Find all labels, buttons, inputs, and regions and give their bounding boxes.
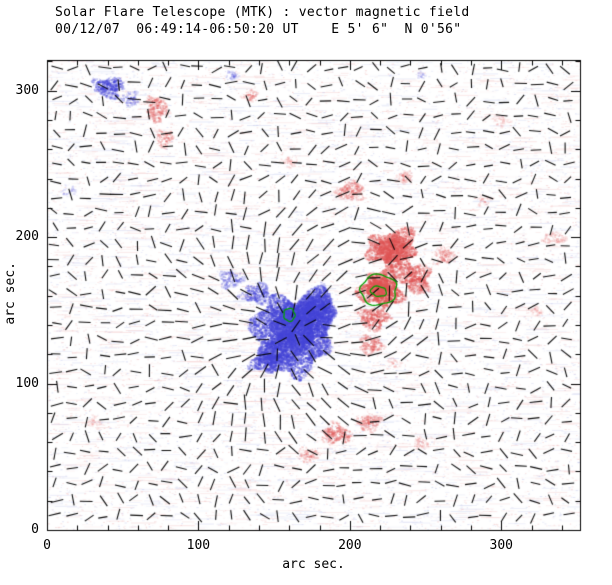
y-tick-label: 200	[15, 229, 39, 245]
chart-subtitle: 00/12/07 06:49:14-06:50:20 UT E 5' 6" N …	[55, 22, 462, 37]
x-tick-label: 200	[338, 538, 362, 553]
x-axis-label: arc sec.	[282, 557, 345, 572]
y-tick-label: 100	[15, 375, 39, 391]
y-tick-label: 300	[15, 82, 39, 98]
chart-title: Solar Flare Telescope (MTK) : vector mag…	[55, 5, 470, 20]
y-axis-label: arc sec.	[3, 262, 18, 325]
x-tick-label: 0	[43, 538, 51, 553]
x-tick-label: 100	[186, 538, 211, 553]
y-tick-label: 0	[31, 522, 39, 537]
x-tick-label: 300	[489, 538, 513, 553]
